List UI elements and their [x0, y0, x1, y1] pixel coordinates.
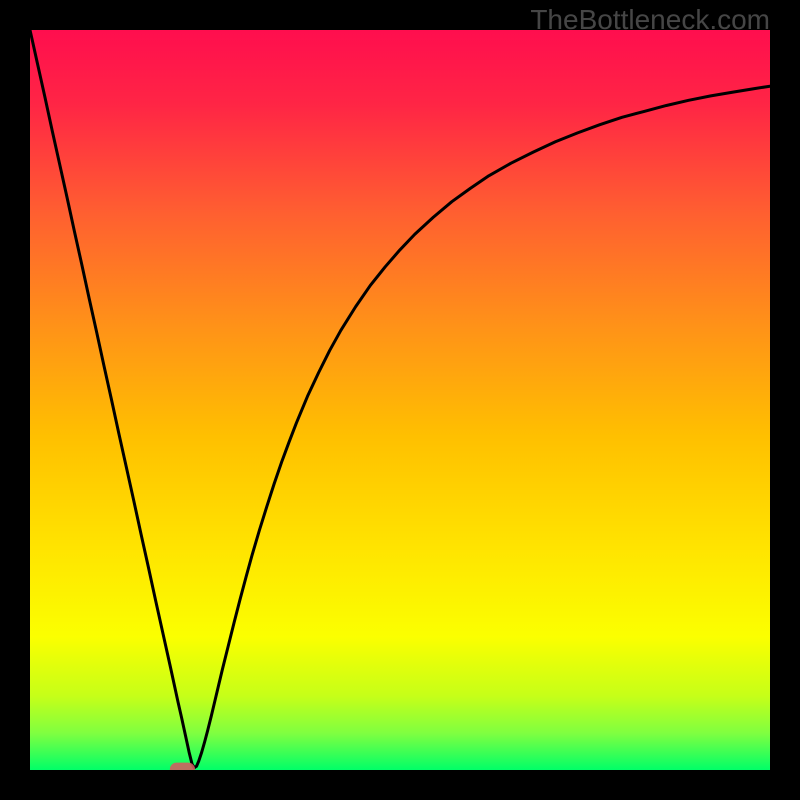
plot-svg — [30, 30, 770, 770]
plot-background — [30, 30, 770, 770]
minimum-marker — [170, 763, 195, 770]
plot-area — [30, 30, 770, 770]
chart-container: TheBottleneck.com — [0, 0, 800, 800]
